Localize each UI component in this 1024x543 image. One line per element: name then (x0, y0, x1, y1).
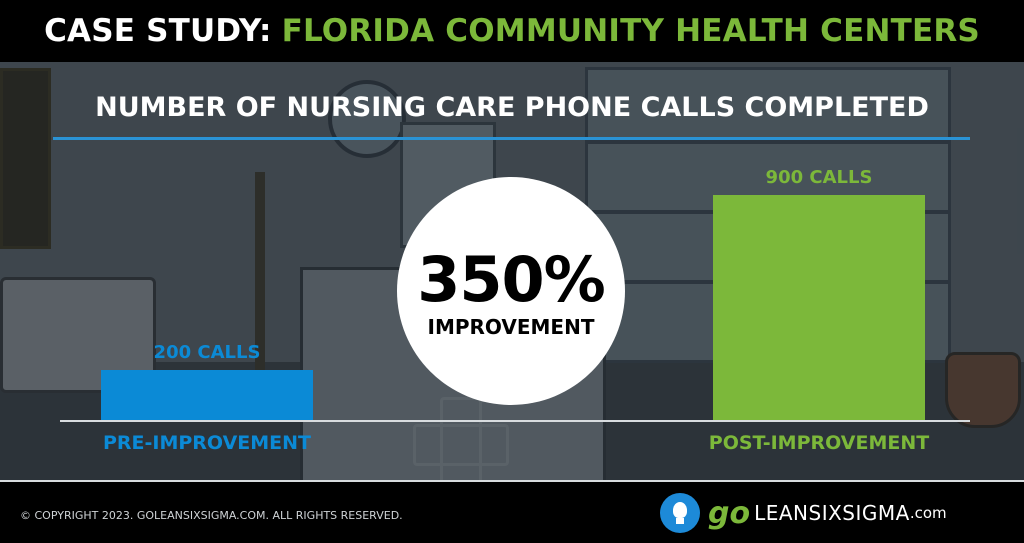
header-prefix: CASE STUDY: (44, 13, 272, 49)
header-title: FLORIDA COMMUNITY HEALTH CENTERS (281, 13, 980, 49)
logo-com: .com (909, 504, 947, 522)
logo-go: go (708, 495, 751, 531)
bar-post (713, 195, 925, 420)
category-label-pre: PRE-IMPROVEMENT (102, 432, 312, 454)
improvement-callout: 350% IMPROVEMENT (397, 177, 625, 405)
data-label-post: 900 CALLS (765, 167, 873, 188)
plant (255, 172, 265, 372)
logo: go LEANSIXSIGMA .com (660, 492, 947, 534)
improvement-label: IMPROVEMENT (427, 315, 595, 339)
logo-name: LEANSIXSIGMA (754, 501, 910, 525)
medical-cross-icon (440, 397, 482, 480)
improvement-percent: 350% (417, 243, 606, 316)
clock-icon (328, 80, 406, 158)
header-bar: CASE STUDY: FLORIDA COMMUNITY HEALTH CEN… (0, 0, 1024, 62)
bar-pre (101, 370, 313, 420)
wall-painting (0, 68, 51, 249)
copyright-text: © COPYRIGHT 2023. GOLEANSIXSIGMA.COM. AL… (20, 509, 403, 522)
chart-title: NUMBER OF NURSING CARE PHONE CALLS COMPL… (95, 92, 929, 123)
shelf-row (588, 140, 948, 144)
data-label-pre: 200 CALLS (153, 342, 261, 363)
category-label-post: POST-IMPROVEMENT (708, 432, 930, 454)
plant-pot (945, 352, 1021, 428)
lightbulb-icon (660, 493, 700, 533)
title-underline (53, 137, 970, 140)
medical-cross-icon (413, 424, 509, 466)
chart-baseline (60, 420, 970, 422)
footer: © COPYRIGHT 2023. GOLEANSIXSIGMA.COM. AL… (0, 480, 1024, 543)
